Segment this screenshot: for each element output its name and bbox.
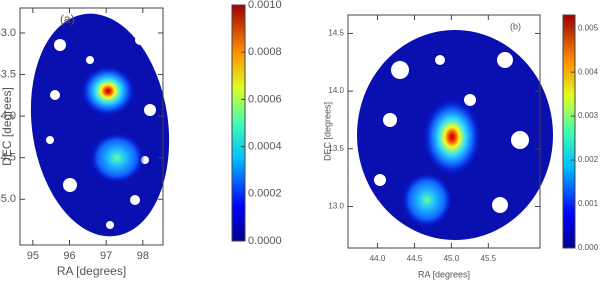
x-tick-label: 44.0 xyxy=(370,254,386,263)
y-tick-label: -54.5 xyxy=(0,152,16,164)
y-tick-label: -53.0 xyxy=(0,27,16,39)
x-tick-label: 45.0 xyxy=(444,254,460,263)
y-axis-label: DEC [degrees] xyxy=(0,87,14,166)
y-tick-label: 13.5 xyxy=(328,144,344,153)
plot-frame xyxy=(347,14,541,249)
x-axis-label: RA [degrees] xyxy=(57,264,126,278)
colorbar-tick-label: 0.0006 xyxy=(248,93,282,105)
y-tick-label: -53.5 xyxy=(0,68,16,80)
density-map-a xyxy=(30,13,170,237)
x-tick-label: 44.5 xyxy=(407,254,423,263)
x-tick-label: 97 xyxy=(100,250,112,262)
colorbar xyxy=(562,14,576,249)
x-tick-label: 98 xyxy=(137,250,149,262)
panel-label: (b) xyxy=(510,21,521,31)
colorbar-tick-label: 0.004 xyxy=(578,67,599,76)
x-axis-label: RA [degrees] xyxy=(418,269,470,279)
colorbar-tick-label: 0.005 xyxy=(578,23,599,32)
x-tick-label: 95 xyxy=(27,250,39,262)
colorbar-tick-label: 0.002 xyxy=(578,155,599,164)
colorbar-tick-label: 0.0004 xyxy=(248,141,282,153)
y-tick-label: 14.0 xyxy=(328,86,344,95)
plot-frame xyxy=(19,7,164,246)
x-tick-label: 45.5 xyxy=(481,254,497,263)
y-tick-label: 13.0 xyxy=(328,202,344,211)
colorbar-tick-label: 0.0010 xyxy=(248,0,282,11)
colorbar-tick-label: 0.0008 xyxy=(248,46,282,58)
panel-label: (a) xyxy=(60,12,75,26)
colorbar-tick-label: 0.001 xyxy=(578,199,599,208)
colorbar-tick-label: 0.000 xyxy=(578,243,599,252)
colorbar xyxy=(231,4,246,242)
x-tick-label: 96 xyxy=(63,250,75,262)
y-tick-label: -54.0 xyxy=(0,110,16,122)
colorbar-tick-label: 0.0000 xyxy=(248,235,282,247)
colorbar-tick-label: 0.0002 xyxy=(248,188,282,200)
y-axis-label: DEC [degrees] xyxy=(322,102,332,161)
colorbar-tick-label: 0.003 xyxy=(578,111,599,120)
y-tick-label: -55.0 xyxy=(0,193,16,205)
y-tick-label: 14.5 xyxy=(328,29,344,38)
density-map-b xyxy=(357,30,553,240)
